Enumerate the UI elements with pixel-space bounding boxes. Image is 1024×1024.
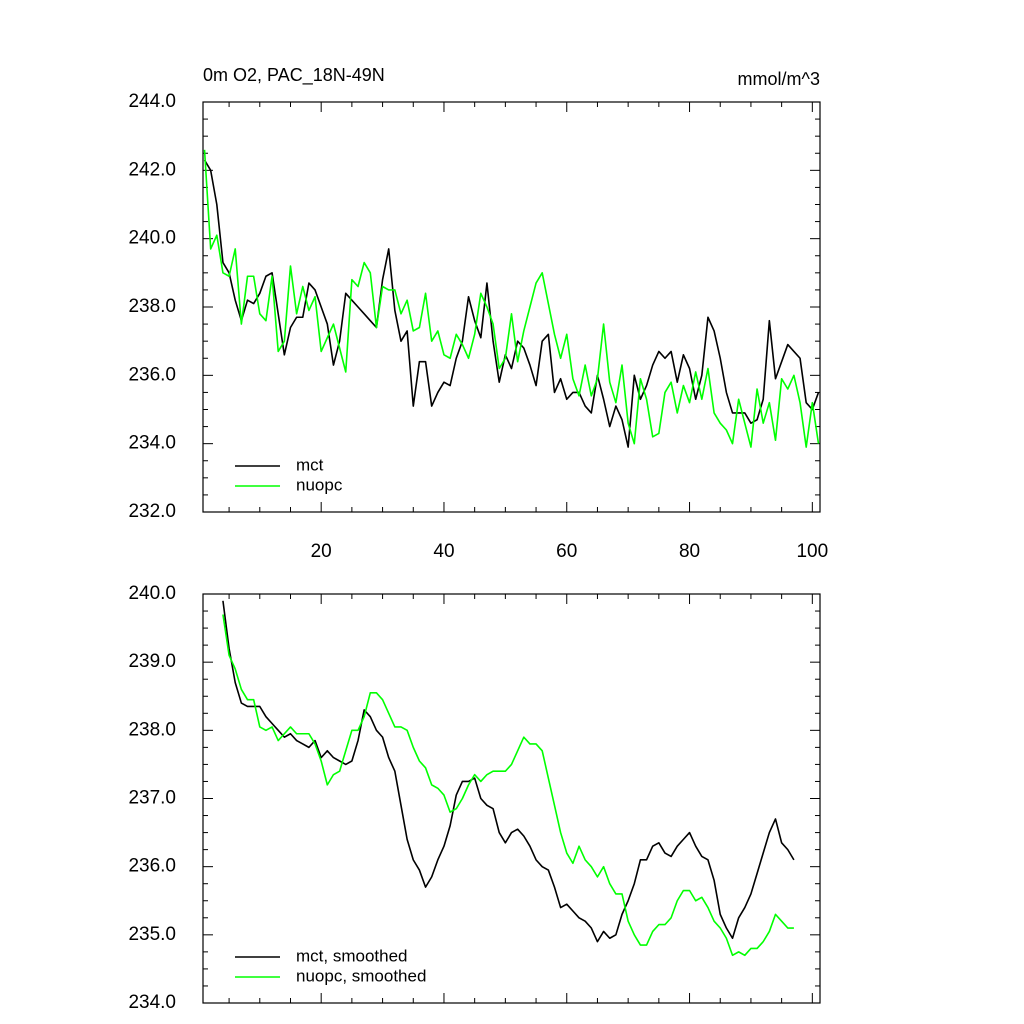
- series-line: [203, 159, 820, 448]
- y-tick-label: 234.0: [128, 433, 176, 454]
- y-tick-label: 236.0: [128, 856, 176, 877]
- y-tick-label: 240.0: [128, 583, 176, 604]
- x-tick-label: 80: [679, 541, 700, 562]
- x-tick-label: 20: [311, 541, 332, 562]
- legend-label: mct: [296, 455, 324, 474]
- legend-label: nuopc, smoothed: [296, 966, 426, 985]
- y-tick-label: 238.0: [128, 296, 176, 317]
- y-tick-label: 240.0: [128, 228, 176, 249]
- series-line: [222, 614, 794, 957]
- y-tick-label: 239.0: [128, 651, 176, 672]
- y-tick-label: 236.0: [128, 364, 176, 385]
- legend-label: nuopc: [296, 475, 343, 494]
- series-line: [203, 149, 820, 448]
- x-tick-label: 100: [796, 541, 828, 562]
- y-tick-label: 235.0: [128, 924, 176, 945]
- y-tick-label: 242.0: [128, 159, 176, 180]
- x-tick-label: 40: [433, 541, 454, 562]
- y-tick-label: 234.0: [128, 992, 176, 1013]
- chart-title: 0m O2, PAC_18N-49N: [203, 65, 385, 86]
- y-tick-label: 238.0: [128, 719, 176, 740]
- series-line: [222, 600, 795, 943]
- y-tick-label: 237.0: [128, 788, 176, 809]
- units-label: mmol/m^3: [738, 69, 820, 89]
- x-tick-label: 60: [556, 541, 577, 562]
- y-tick-label: 244.0: [128, 91, 176, 112]
- legend-label: mct, smoothed: [296, 946, 408, 965]
- y-tick-label: 232.0: [128, 501, 176, 522]
